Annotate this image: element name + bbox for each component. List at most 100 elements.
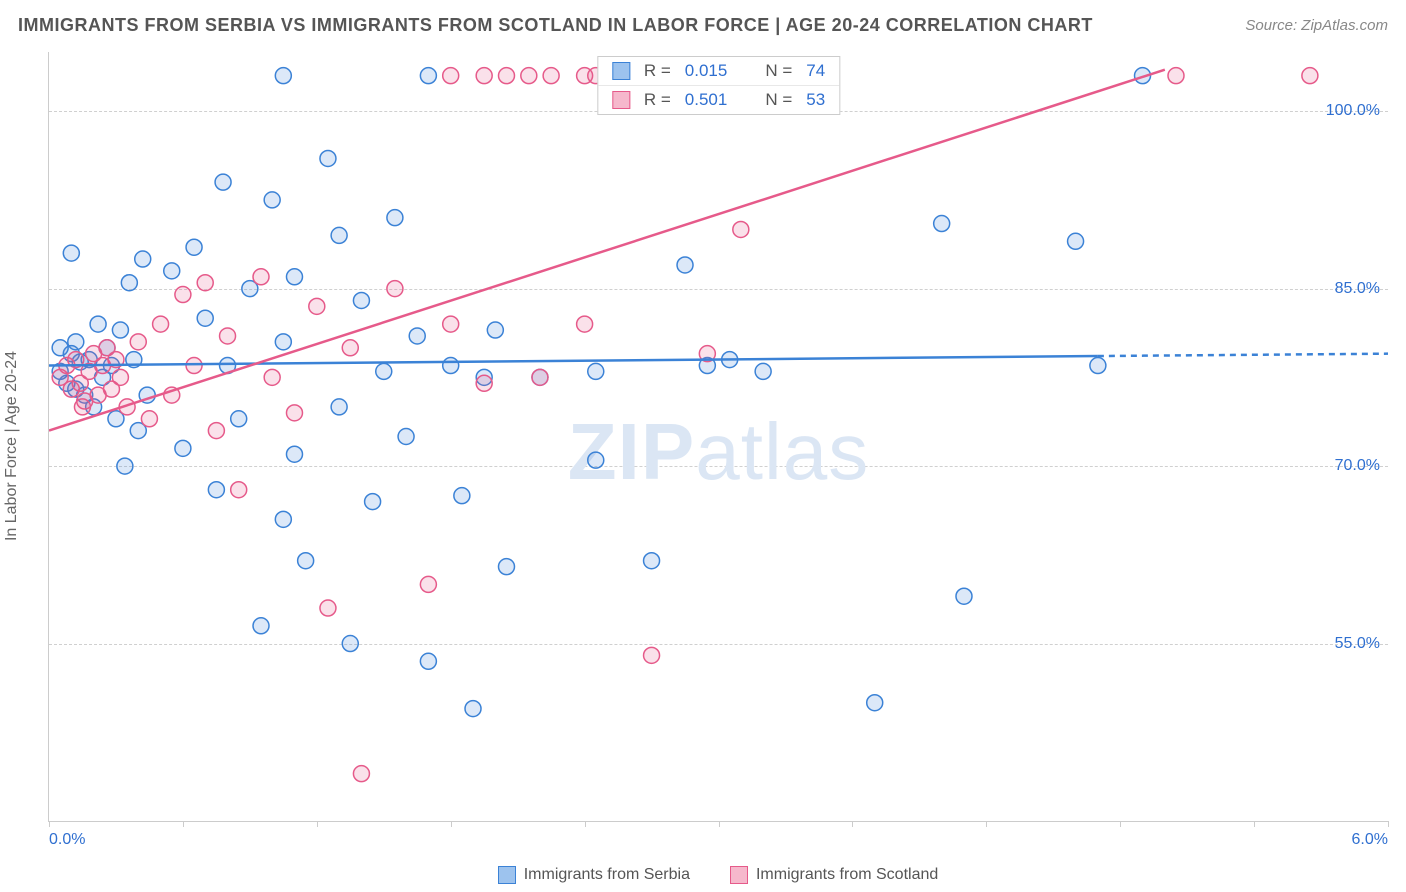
title-bar: IMMIGRANTS FROM SERBIA VS IMMIGRANTS FRO… — [0, 0, 1406, 40]
scatter-point-serbia — [175, 440, 191, 456]
scatter-point-serbia — [275, 68, 291, 84]
scatter-point-serbia — [420, 653, 436, 669]
legend-swatch-scotland — [730, 866, 748, 884]
scatter-point-serbia — [275, 334, 291, 350]
scatter-point-scotland — [476, 68, 492, 84]
scatter-point-serbia — [1090, 358, 1106, 374]
scatter-point-serbia — [331, 227, 347, 243]
scatter-point-serbia — [298, 553, 314, 569]
x-tick-mark — [719, 821, 720, 827]
stats-row-scotland: R = 0.501 N = 53 — [598, 85, 839, 114]
scatter-point-scotland — [153, 316, 169, 332]
legend-swatch-serbia — [498, 866, 516, 884]
scatter-point-scotland — [286, 405, 302, 421]
scatter-point-serbia — [420, 68, 436, 84]
scatter-point-scotland — [577, 316, 593, 332]
scatter-point-serbia — [498, 559, 514, 575]
source-name: ZipAtlas.com — [1301, 17, 1388, 34]
scatter-point-serbia — [376, 363, 392, 379]
scatter-point-scotland — [476, 375, 492, 391]
scatter-point-serbia — [253, 618, 269, 634]
scatter-point-scotland — [420, 576, 436, 592]
scatter-point-serbia — [275, 511, 291, 527]
scatter-point-scotland — [309, 298, 325, 314]
scatter-point-scotland — [197, 275, 213, 291]
scatter-point-serbia — [331, 399, 347, 415]
x-tick-mark — [986, 821, 987, 827]
scatter-point-serbia — [956, 588, 972, 604]
x-tick-mark — [1388, 821, 1389, 827]
trend-line-serbia — [49, 356, 1098, 365]
scatter-point-serbia — [286, 446, 302, 462]
stat-n-value-serbia: 74 — [806, 61, 825, 81]
scatter-point-scotland — [186, 358, 202, 374]
scatter-point-scotland — [443, 68, 459, 84]
x-tick-mark — [852, 821, 853, 827]
scatter-point-serbia — [63, 245, 79, 261]
scatter-point-serbia — [117, 458, 133, 474]
scatter-point-serbia — [644, 553, 660, 569]
scatter-point-scotland — [320, 600, 336, 616]
scatter-point-serbia — [409, 328, 425, 344]
scatter-point-scotland — [208, 423, 224, 439]
x-tick-mark — [1120, 821, 1121, 827]
scatter-point-serbia — [264, 192, 280, 208]
legend-swatch-serbia — [612, 62, 630, 80]
bottom-legend: Immigrants from Serbia Immigrants from S… — [48, 866, 1388, 884]
x-tick-mark — [49, 821, 50, 827]
stat-r-value-serbia: 0.015 — [685, 61, 728, 81]
scatter-point-serbia — [135, 251, 151, 267]
scatter-point-scotland — [543, 68, 559, 84]
scatter-point-scotland — [220, 328, 236, 344]
scatter-point-serbia — [867, 695, 883, 711]
scatter-point-serbia — [755, 363, 771, 379]
plot-area: ZIPatlas R = 0.015 N = 74 R = 0.501 N = … — [48, 52, 1388, 822]
scatter-point-serbia — [231, 411, 247, 427]
scatter-point-scotland — [264, 369, 280, 385]
scatter-point-scotland — [353, 766, 369, 782]
scatter-point-serbia — [186, 239, 202, 255]
scatter-point-scotland — [342, 340, 358, 356]
x-tick-mark — [451, 821, 452, 827]
scatter-point-serbia — [588, 363, 604, 379]
scatter-point-serbia — [443, 358, 459, 374]
scatter-point-serbia — [353, 292, 369, 308]
legend-label-scotland: Immigrants from Scotland — [756, 866, 938, 884]
stat-n-label: N = — [765, 90, 792, 110]
scatter-point-serbia — [208, 482, 224, 498]
scatter-point-serbia — [677, 257, 693, 273]
chart-container: IMMIGRANTS FROM SERBIA VS IMMIGRANTS FRO… — [0, 0, 1406, 892]
scatter-point-scotland — [231, 482, 247, 498]
y-axis-label: In Labor Force | Age 20-24 — [3, 351, 21, 541]
legend-item-scotland: Immigrants from Scotland — [730, 866, 938, 884]
legend-item-serbia: Immigrants from Serbia — [498, 866, 690, 884]
scatter-point-serbia — [320, 150, 336, 166]
stat-r-label: R = — [644, 90, 671, 110]
x-tick-mark — [317, 821, 318, 827]
scatter-point-serbia — [1068, 233, 1084, 249]
scatter-point-scotland — [130, 334, 146, 350]
trend-line-scotland — [49, 70, 1165, 431]
scatter-point-scotland — [175, 287, 191, 303]
stat-r-label: R = — [644, 61, 671, 81]
scatter-point-serbia — [365, 494, 381, 510]
scatter-point-serbia — [121, 275, 137, 291]
source-attribution: Source: ZipAtlas.com — [1245, 17, 1388, 34]
scatter-point-serbia — [588, 452, 604, 468]
source-prefix: Source: — [1245, 17, 1301, 34]
scatter-point-serbia — [90, 316, 106, 332]
scatter-point-scotland — [443, 316, 459, 332]
scatter-point-serbia — [487, 322, 503, 338]
scatter-point-scotland — [1168, 68, 1184, 84]
stat-n-value-scotland: 53 — [806, 90, 825, 110]
scatter-point-serbia — [215, 174, 231, 190]
stat-r-value-scotland: 0.501 — [685, 90, 728, 110]
scatter-point-scotland — [644, 647, 660, 663]
scatter-point-serbia — [68, 334, 84, 350]
scatter-point-serbia — [465, 701, 481, 717]
stats-legend-box: R = 0.015 N = 74 R = 0.501 N = 53 — [597, 56, 840, 115]
scatter-point-scotland — [253, 269, 269, 285]
scatter-point-serbia — [342, 636, 358, 652]
x-tick-label-right: 6.0% — [1352, 831, 1388, 849]
stat-n-label: N = — [765, 61, 792, 81]
